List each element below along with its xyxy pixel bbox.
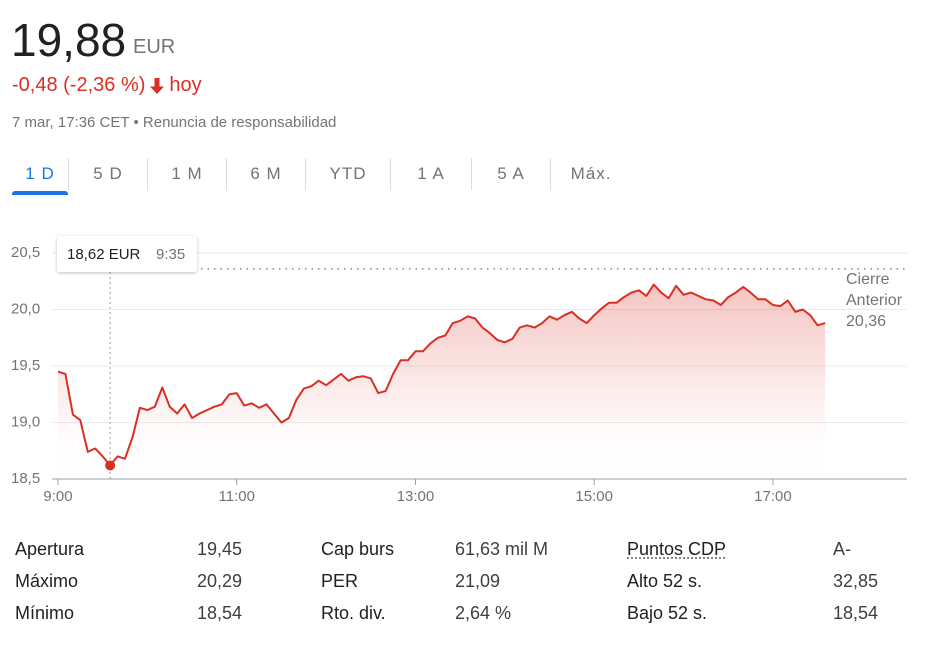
tooltip-value: 18,62 EUR <box>67 246 141 263</box>
tab-separator <box>471 158 472 190</box>
range-tab[interactable]: YTD <box>329 164 367 183</box>
stat-label: PER <box>321 571 359 591</box>
y-tick-label: 19,0 <box>11 413 40 430</box>
y-tick-label: 20,0 <box>11 300 40 317</box>
change-period: hoy <box>169 74 202 96</box>
stat-label: Puntos CDP <box>627 539 727 559</box>
range-tab[interactable]: 6 M <box>250 164 282 183</box>
previous-close-value: 20,36 <box>846 313 886 330</box>
tab-separator <box>68 158 69 190</box>
tooltip-time: 9:35 <box>156 246 185 263</box>
tab-separator <box>147 158 148 190</box>
tooltip-box <box>57 236 197 272</box>
tab-separator <box>390 158 391 190</box>
stat-value: A- <box>833 539 851 559</box>
price: 19,88 <box>11 14 127 66</box>
area-fill <box>58 284 826 479</box>
stat-value: 20,29 <box>197 571 243 591</box>
timestamp: 7 mar, 17:36 CET <box>12 114 130 131</box>
stat-value: 21,09 <box>455 571 501 591</box>
disclaimer-link[interactable]: Renuncia de responsabilidad <box>142 114 337 131</box>
range-tabs: 1 D 5 D 1 M 6 M YTD 1 A 5 A Máx. <box>12 158 631 196</box>
range-tab[interactable]: 1 D <box>12 158 68 196</box>
y-tick-label: 18,5 <box>11 470 40 487</box>
previous-close-label: Cierre <box>846 271 890 288</box>
stat-value: 32,85 <box>833 571 879 591</box>
x-tick-label: 17:00 <box>754 488 792 505</box>
stat-value: 18,54 <box>833 603 879 623</box>
stat-label: Apertura <box>15 539 85 559</box>
stat-value: 18,54 <box>197 603 243 623</box>
stat-value: 61,63 mil M <box>455 539 549 559</box>
timestamp-line: 7 mar, 17:36 CET • Renuncia de responsab… <box>12 114 336 131</box>
price-line <box>57 283 826 467</box>
y-tick-label: 19,5 <box>11 357 40 374</box>
x-tick-label: 15:00 <box>575 488 613 505</box>
range-tab[interactable]: 5 A <box>497 164 525 183</box>
range-tab[interactable]: Máx. <box>570 164 612 183</box>
range-tab[interactable]: 1 A <box>417 164 445 183</box>
stat-label: Bajo 52 s. <box>627 603 708 623</box>
tab-separator <box>226 158 227 190</box>
stat-value: 19,45 <box>197 539 243 559</box>
currency: EUR <box>133 36 176 58</box>
stat-value: 2,64 % <box>455 603 512 623</box>
x-tick-label: 13:00 <box>397 488 435 505</box>
stat-label: Alto 52 s. <box>627 571 703 591</box>
change: -0,48 (-2,36 %) hoy <box>12 74 202 97</box>
stat-label: Cap burs <box>321 539 395 559</box>
x-tick-label: 11:00 <box>219 488 255 505</box>
stat-label: Máximo <box>15 571 79 591</box>
tab-separator <box>550 158 551 190</box>
range-tab[interactable]: 1 M <box>171 164 203 183</box>
previous-close-label: Anterior <box>846 292 903 309</box>
tooltip-point <box>105 460 116 471</box>
stat-label: Rto. div. <box>321 603 386 623</box>
change-value: -0,48 (-2,36 %) <box>12 74 146 96</box>
range-tab[interactable]: 5 D <box>93 164 123 183</box>
tab-separator <box>305 158 306 190</box>
down-arrow-icon <box>150 77 165 94</box>
x-tick-label: 9:00 <box>43 488 72 505</box>
stat-label: Mínimo <box>15 603 75 623</box>
y-tick-label: 20,5 <box>11 244 40 261</box>
separator: • <box>133 114 139 131</box>
